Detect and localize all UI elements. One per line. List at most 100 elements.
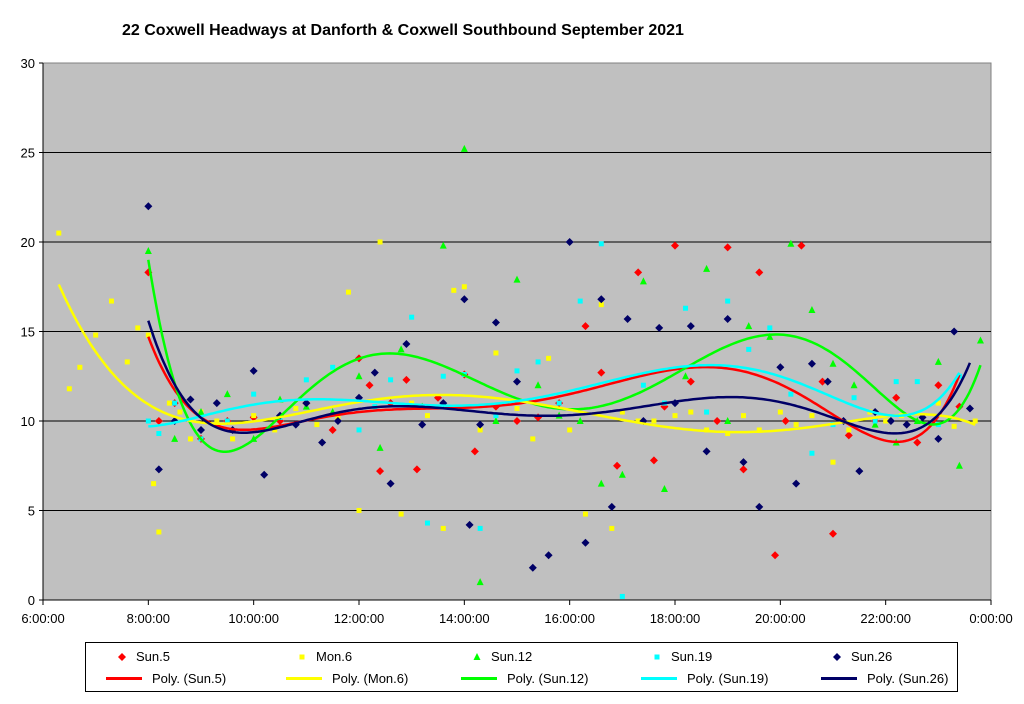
data-point-mon-6 — [493, 350, 499, 356]
data-point-sun-26 — [597, 295, 606, 304]
data-point-sun-12 — [576, 417, 584, 424]
data-point-sun-5 — [913, 438, 922, 447]
data-point-sun-5 — [365, 381, 374, 390]
data-point-sun-12 — [144, 246, 152, 254]
data-point-mon-6 — [77, 364, 83, 370]
data-point-sun-5 — [671, 241, 679, 250]
data-point-sun-5 — [581, 322, 590, 331]
data-point-sun-26 — [186, 395, 195, 404]
data-point-sun-12 — [850, 381, 858, 389]
data-point-mon-6 — [756, 427, 762, 433]
data-point-sun-26 — [460, 295, 469, 304]
legend-line — [461, 677, 497, 681]
data-point-sun-26 — [491, 318, 500, 327]
data-point-sun-12 — [871, 420, 879, 428]
data-point-mon-6 — [424, 413, 430, 419]
legend-item-sun-26: Sun.26 — [831, 648, 892, 664]
data-point-sun-26 — [807, 359, 816, 368]
data-point-sun-26 — [370, 368, 379, 377]
x-tick-label: 20:00:00 — [755, 611, 806, 626]
data-point-sun-5 — [818, 377, 827, 386]
data-point-sun-5 — [797, 241, 806, 250]
data-point-sun-12 — [682, 372, 690, 380]
data-point-sun-19 — [851, 395, 857, 401]
data-point-sun-26 — [402, 340, 411, 349]
legend-marker — [654, 654, 660, 660]
data-point-sun-26 — [965, 404, 974, 413]
data-point-sun-5 — [771, 551, 780, 560]
data-point-mon-6 — [214, 418, 220, 424]
data-point-sun-26 — [476, 420, 485, 429]
data-point-sun-12 — [223, 390, 231, 398]
data-point-sun-19 — [725, 298, 731, 304]
trendline-sun-19 — [148, 363, 961, 428]
legend-item-trend-3: Poly. (Sun.19) — [641, 670, 768, 686]
data-point-sun-12 — [618, 470, 626, 478]
data-point-sun-12 — [597, 479, 605, 487]
x-tick-label: 10:00:00 — [228, 611, 279, 626]
data-point-mon-6 — [530, 436, 536, 442]
data-point-sun-19 — [914, 379, 920, 385]
data-point-sun-19 — [746, 346, 752, 352]
data-point-mon-6 — [108, 298, 114, 304]
data-point-mon-6 — [345, 289, 351, 295]
data-point-sun-5 — [328, 425, 337, 434]
data-point-sun-26 — [318, 438, 327, 447]
x-tick-label: 18:00:00 — [650, 611, 701, 626]
x-tick-label: 14:00:00 — [439, 611, 490, 626]
data-point-mon-6 — [66, 386, 72, 392]
data-point-sun-5 — [829, 529, 837, 538]
data-point-mon-6 — [135, 325, 141, 331]
data-point-mon-6 — [293, 405, 299, 411]
data-point-sun-12 — [492, 417, 500, 424]
data-point-sun-12 — [197, 408, 205, 416]
y-tick-label: 0 — [28, 593, 35, 608]
data-point-mon-6 — [672, 413, 678, 419]
legend-item-sun-19: Sun.19 — [651, 648, 712, 664]
data-point-sun-19 — [388, 377, 394, 383]
chart-legend: Sun.5 Mon.6 Sun.12 Sun.19 Sun.26 Poly. (Sun.5… — [85, 642, 958, 692]
legend-item-sun-12: Sun.12 — [471, 648, 532, 664]
data-point-sun-12 — [513, 275, 521, 283]
data-point-mon-6 — [187, 436, 193, 442]
y-tick-label: 20 — [21, 235, 35, 250]
data-point-sun-26 — [655, 323, 664, 332]
data-point-sun-19 — [409, 314, 415, 320]
data-point-sun-26 — [154, 465, 163, 474]
data-point-sun-12 — [534, 381, 542, 389]
data-point-mon-6 — [156, 529, 162, 535]
data-point-sun-19 — [424, 520, 430, 526]
data-point-mon-6 — [740, 413, 746, 419]
data-point-sun-12 — [787, 239, 795, 247]
data-point-mon-6 — [972, 418, 978, 424]
chart-plot: 0 5 10 15 20 25 30 6:00:00 8:00:00 10:00:00 12:00… — [21, 56, 1013, 626]
data-point-mon-6 — [145, 332, 151, 338]
data-point-mon-6 — [230, 436, 236, 442]
data-point-sun-19 — [872, 418, 878, 424]
data-point-sun-5 — [686, 377, 695, 386]
data-point-sun-5 — [402, 375, 411, 384]
data-point-sun-19 — [145, 418, 151, 424]
data-point-sun-5 — [613, 461, 622, 470]
data-point-sun-12 — [829, 359, 837, 367]
data-point-mon-6 — [883, 418, 889, 424]
data-point-sun-19 — [440, 373, 446, 379]
legend-label: Mon.6 — [316, 649, 353, 665]
data-point-mon-6 — [356, 508, 362, 513]
x-tick-label: 12:00:00 — [334, 611, 385, 626]
data-point-sun-26 — [302, 399, 311, 408]
data-point-mon-6 — [409, 400, 415, 406]
data-point-sun-26 — [260, 470, 269, 479]
data-point-mon-6 — [546, 355, 552, 361]
data-point-sun-19 — [577, 298, 583, 304]
data-point-sun-26 — [739, 458, 748, 467]
data-point-sun-12 — [934, 357, 942, 365]
data-point-mon-6 — [177, 409, 183, 415]
data-point-sun-5 — [723, 243, 732, 252]
data-point-mon-6 — [793, 422, 799, 428]
legend-line — [821, 677, 857, 681]
x-tick-label: 8:00:00 — [127, 611, 170, 626]
data-point-mon-6 — [598, 302, 604, 308]
data-point-mon-6 — [93, 332, 99, 338]
data-point-sun-19 — [172, 400, 178, 406]
